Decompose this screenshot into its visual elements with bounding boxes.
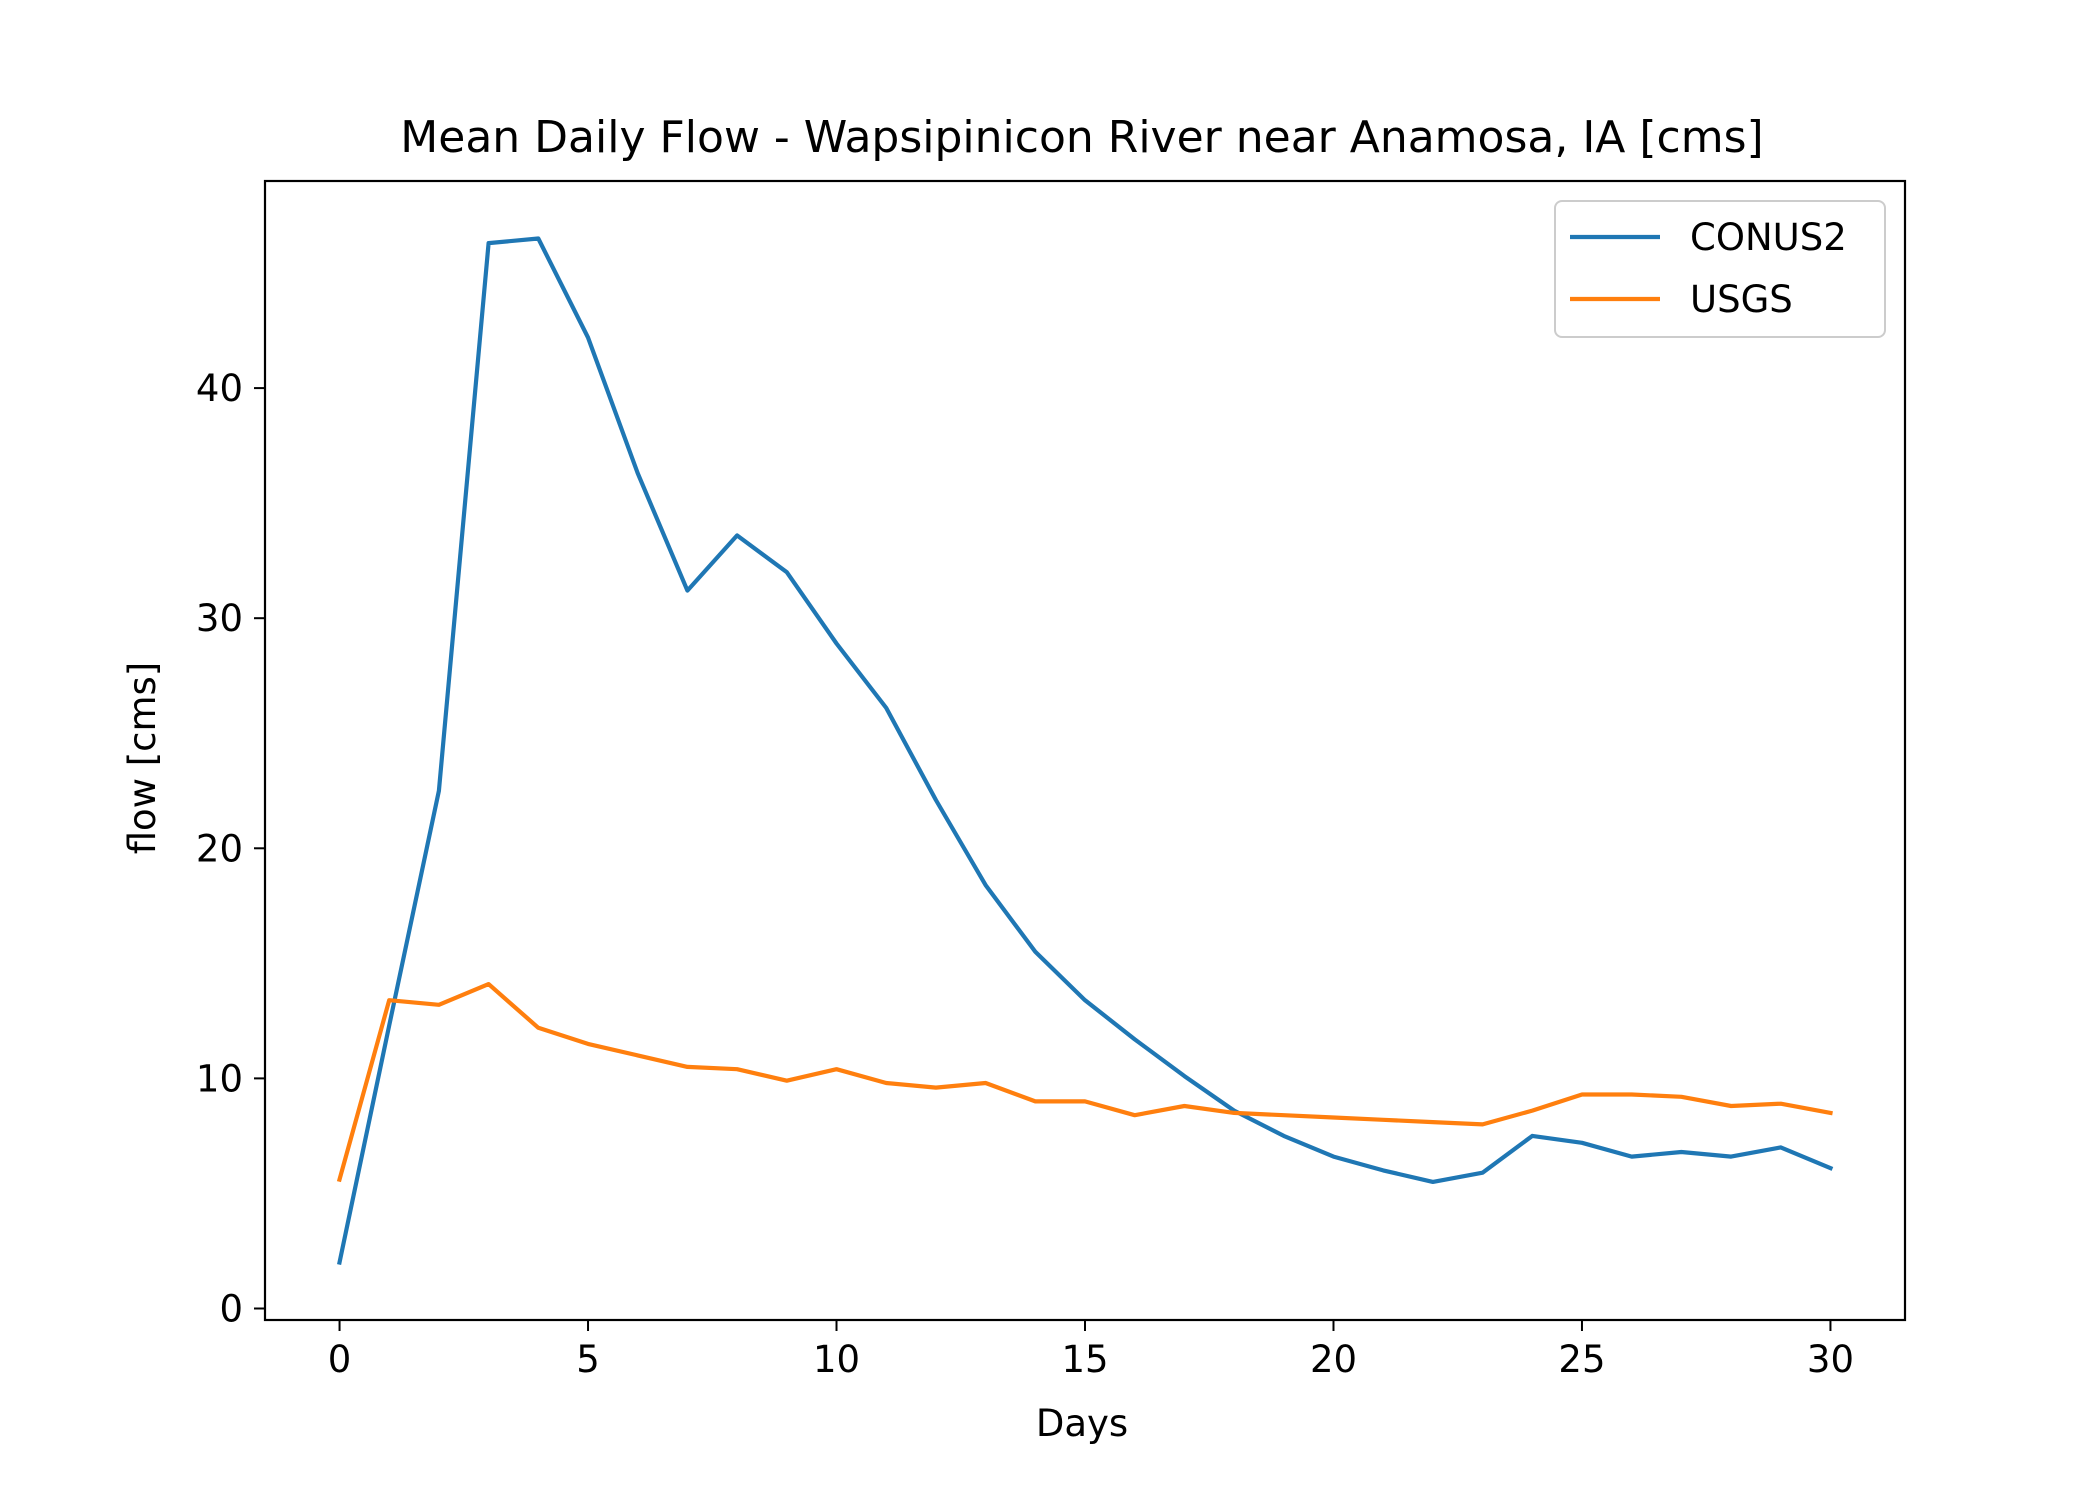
x-axis: 0 5 10 15 20 25 30 (328, 1320, 1854, 1381)
x-tick-label: 0 (328, 1338, 352, 1381)
legend-label-conus2: CONUS2 (1690, 216, 1847, 259)
y-tick-label: 0 (219, 1287, 243, 1330)
y-axis: 0 10 20 30 40 (196, 367, 265, 1330)
x-tick-label: 5 (576, 1338, 600, 1381)
plot-frame (263, 179, 1907, 1322)
plot-area (263, 179, 1907, 1322)
x-tick-label: 20 (1310, 1338, 1357, 1381)
x-tick-label: 15 (1061, 1338, 1108, 1381)
x-tick-label: 30 (1807, 1338, 1854, 1381)
y-tick-label: 40 (196, 367, 243, 410)
y-tick-label: 20 (196, 827, 243, 870)
x-tick-label: 25 (1558, 1338, 1605, 1381)
y-axis-label: flow [cms] (121, 662, 164, 855)
x-axis-label: Days (1036, 1402, 1128, 1445)
y-tick-label: 30 (196, 597, 243, 640)
legend: CONUS2 USGS (1554, 200, 1886, 338)
legend-label-usgs: USGS (1690, 278, 1793, 321)
y-tick-label: 10 (196, 1057, 243, 1100)
chart-title: Mean Daily Flow - Wapsipinicon River nea… (400, 112, 1763, 163)
series-line-usgs (336, 981, 1833, 1183)
series-line-conus2 (337, 236, 1834, 1265)
x-tick-label: 10 (813, 1338, 860, 1381)
